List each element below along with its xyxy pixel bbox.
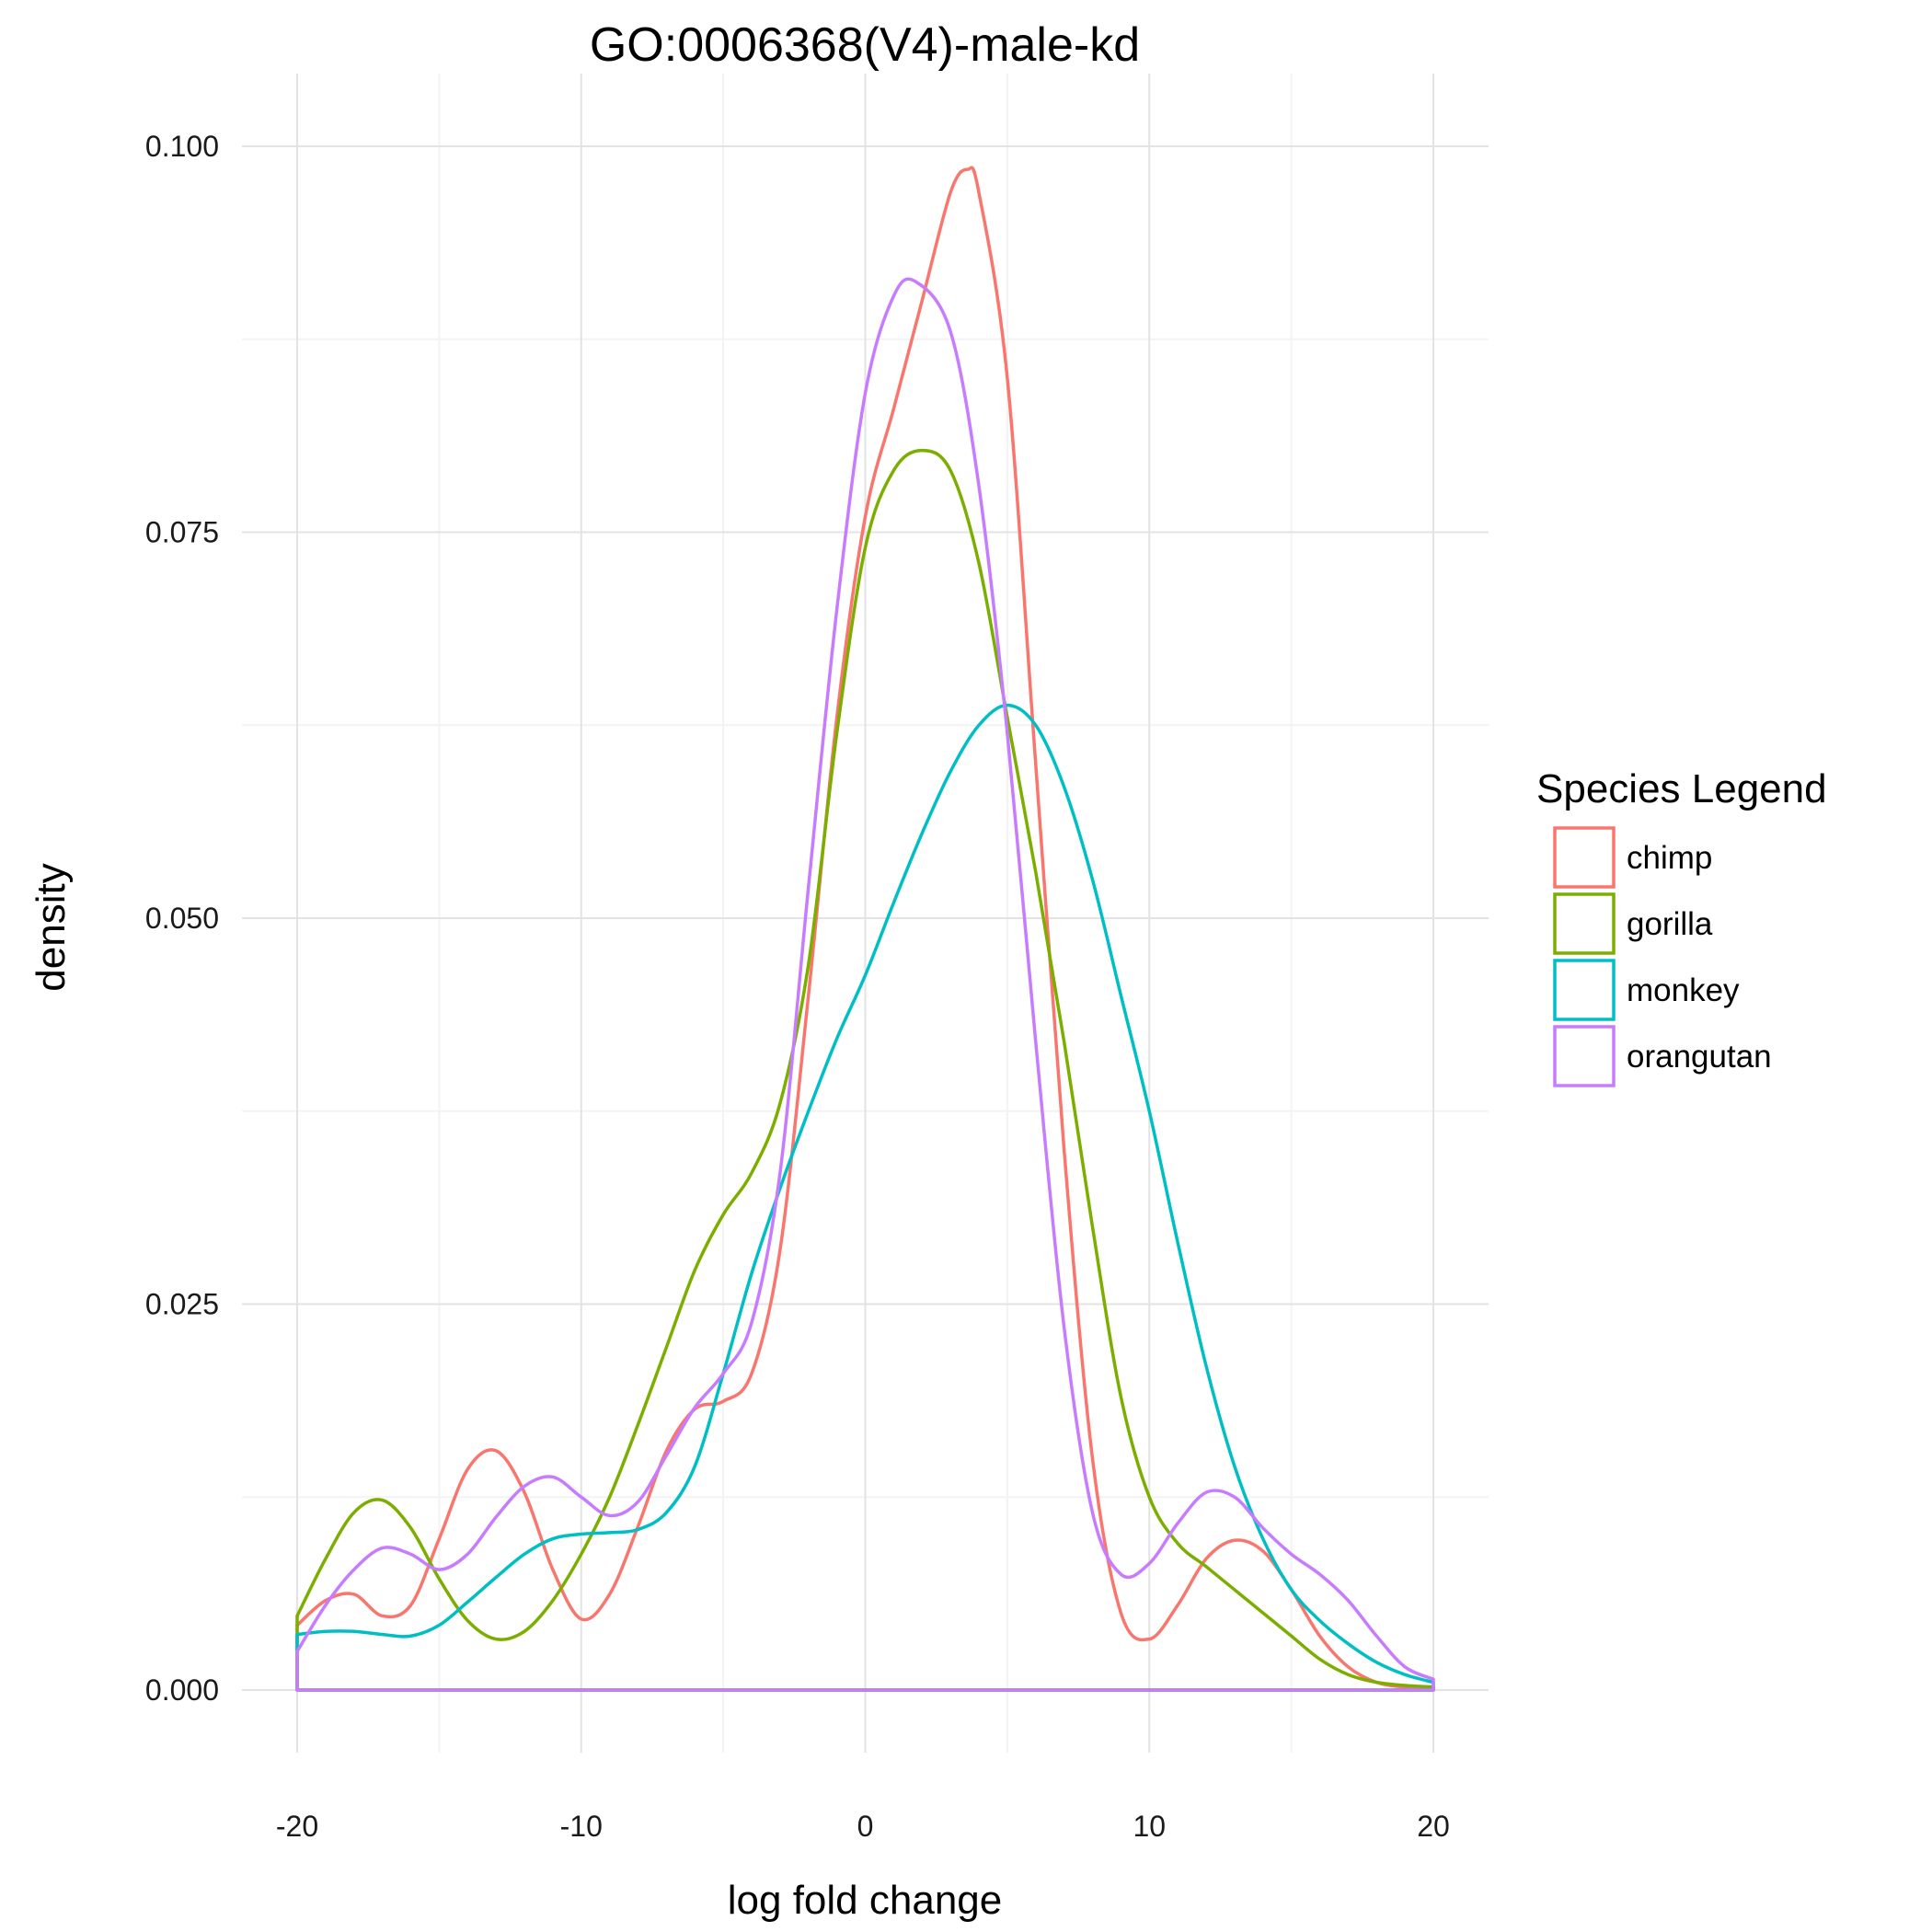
y-axis-title: density: [29, 863, 74, 991]
x-tick-label: 20: [1417, 1810, 1450, 1843]
y-tick-label: 0.075: [145, 516, 219, 549]
legend-label-chimp: chimp: [1627, 840, 1712, 876]
legend-key-gorilla: [1553, 892, 1616, 955]
density-curve-monkey: [295, 703, 1435, 1692]
density-curve-orangutan: [295, 277, 1435, 1692]
legend-label-gorilla: gorilla: [1627, 906, 1713, 942]
major-gridlines: [242, 74, 1489, 1753]
density-curve-chimp: [295, 166, 1435, 1692]
legend-title: Species Legend: [1536, 766, 1827, 811]
legend-key-orangutan: [1553, 1025, 1616, 1087]
y-tick-label: 0.100: [145, 130, 219, 163]
legend-label-orangutan: orangutan: [1627, 1039, 1772, 1075]
chart-title: GO:0006368(V4)-male-kd: [590, 18, 1140, 72]
y-tick-label: 0.050: [145, 902, 219, 935]
x-axis-tick-labels: -20 -10 0 10 20: [276, 1810, 1450, 1843]
density-curves: [295, 166, 1435, 1692]
legend-items: chimp gorilla monkey orangutan: [1553, 826, 1772, 1087]
legend-key-chimp: [1553, 826, 1616, 889]
legend-label-monkey: monkey: [1627, 972, 1740, 1008]
x-tick-label: 10: [1133, 1810, 1166, 1843]
density-curve-gorilla: [295, 448, 1435, 1692]
y-axis-tick-labels: 0.000 0.025 0.050 0.075 0.100: [145, 130, 219, 1707]
x-tick-label: -10: [560, 1810, 603, 1843]
x-axis-title: log fold change: [728, 1878, 1002, 1923]
x-tick-label: -20: [276, 1810, 318, 1843]
y-tick-label: 0.025: [145, 1288, 219, 1321]
y-tick-label: 0.000: [145, 1673, 219, 1707]
x-tick-label: 0: [857, 1810, 874, 1843]
legend: Species Legend chimp gorilla monkey orangut…: [1536, 766, 1827, 1087]
legend-key-monkey: [1553, 959, 1616, 1021]
